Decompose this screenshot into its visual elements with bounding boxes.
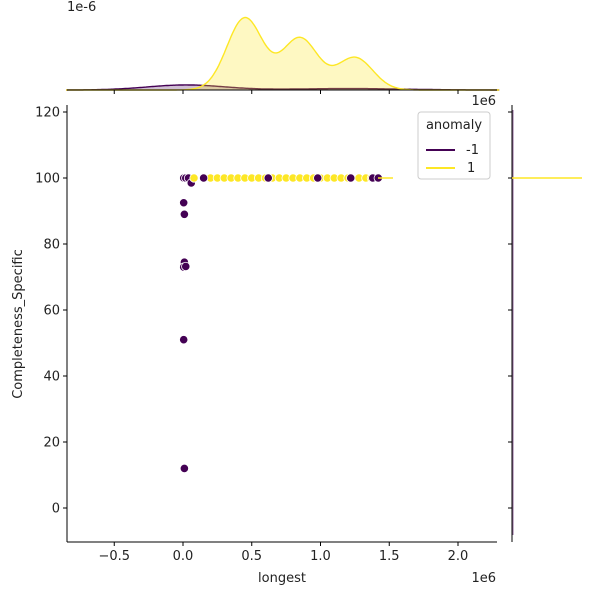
legend-label-1: 1 (467, 161, 475, 176)
y-tick-label: 60 (43, 304, 60, 319)
data-point (179, 209, 189, 219)
legend-frame (417, 111, 491, 180)
x-tick-label: 1.5 (379, 549, 400, 564)
scatter-series-anomaly-neg1 (179, 173, 196, 473)
y-tick-label: 40 (43, 370, 60, 385)
x-tick-label: 2.0 (448, 549, 469, 564)
data-point (179, 198, 189, 208)
x-tick-label: 0.0 (173, 549, 194, 564)
scatter-series-anomaly-neg1-overlay (199, 173, 383, 183)
x-tick-label: 0.5 (241, 549, 262, 564)
data-point (181, 261, 191, 272)
data-point (199, 173, 209, 183)
legend-title: anomaly (426, 118, 482, 133)
y-tick-label: 20 (43, 436, 60, 451)
top-marginal-offset-text: 1e-6 (67, 0, 96, 15)
legend: anomaly -1 1 (417, 111, 491, 180)
right-marginal-kde (508, 105, 582, 542)
y-tick-label: 80 (43, 238, 60, 253)
legend-label-neg1: -1 (466, 143, 479, 158)
y-axis-ticks: 0 20 40 60 80 100 120 (35, 106, 67, 517)
top-kde-fill-pos (66, 17, 500, 90)
y-axis-label: Completeness_Specific (11, 249, 26, 399)
top-kde-fill-neg (66, 84, 500, 90)
main-axes: −0.5 0.0 0.5 1.0 1.5 2.0 0 20 40 60 80 100 120 (35, 105, 497, 564)
top-marginal-x-offset-text: 1e6 (471, 94, 496, 109)
y-tick-label: 120 (35, 106, 60, 121)
x-axis-ticks: −0.5 0.0 0.5 1.0 1.5 2.0 (98, 542, 468, 564)
data-point (179, 335, 189, 345)
y-tick-label: 0 (52, 502, 60, 517)
x-axis-offset-text: 1e6 (471, 571, 496, 586)
data-point (263, 173, 273, 183)
data-point (179, 463, 189, 473)
x-axis-label: longest (258, 571, 306, 586)
x-tick-label: 1.0 (310, 549, 331, 564)
data-point (313, 173, 323, 183)
top-marginal-ticks (113, 90, 459, 94)
y-tick-label: 100 (35, 172, 60, 187)
x-tick-label: −0.5 (98, 549, 130, 564)
data-point (346, 173, 356, 183)
right-marginal-ticks (508, 111, 512, 509)
data-point (189, 173, 199, 183)
